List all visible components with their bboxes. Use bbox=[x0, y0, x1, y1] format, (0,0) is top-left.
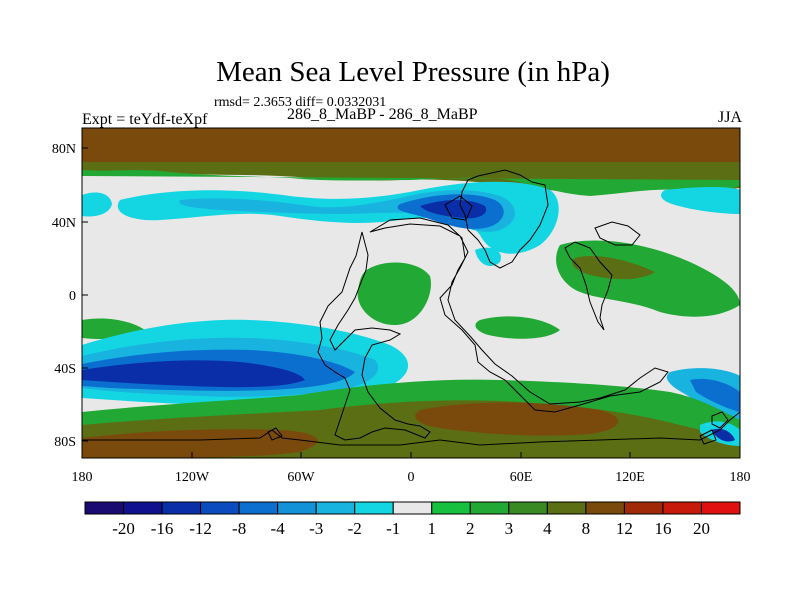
lat-tick-label: 0 bbox=[69, 289, 76, 304]
colorbar-label: 8 bbox=[582, 519, 591, 538]
lat-tick-label: 80S bbox=[54, 435, 76, 450]
lon-tick-label: 0 bbox=[408, 470, 415, 485]
colorbar-swatch bbox=[161, 501, 202, 515]
colorbar-label: 16 bbox=[654, 519, 671, 538]
lon-tick-label: 120W bbox=[175, 470, 210, 485]
south-high-west bbox=[82, 429, 318, 458]
colorbar-swatch bbox=[84, 501, 125, 515]
lat-tick-label: 40S bbox=[54, 362, 76, 377]
colorbar-swatch bbox=[238, 501, 279, 515]
plot-title: Mean Sea Level Pressure (in hPa) bbox=[216, 56, 610, 88]
west-low-patch bbox=[82, 192, 112, 217]
asia-high-core bbox=[572, 255, 655, 280]
stats-label: rmsd= 2.3653 diff= 0.0332031 bbox=[214, 95, 387, 110]
colorbar-label: 4 bbox=[543, 519, 552, 538]
colorbar-label: -20 bbox=[112, 519, 135, 538]
colorbar-swatch bbox=[200, 501, 240, 515]
colorbar-swatch bbox=[623, 501, 664, 515]
east-low-patch bbox=[660, 187, 740, 214]
colorbar-label: 1 bbox=[428, 519, 437, 538]
colorbar-label: -4 bbox=[271, 519, 286, 538]
colorbar-swatch bbox=[315, 501, 356, 515]
colorbar-swatch bbox=[469, 501, 510, 515]
lon-tick-labels: 180 120W 60W 0 60E 120E 180 bbox=[72, 470, 751, 485]
colorbar: -20 -16 -12 -8 -4 -3 -2 -1 1 2 3 4 8 12 16 20 bbox=[84, 501, 741, 538]
se-edge-core bbox=[712, 428, 735, 442]
colorbar-swatch bbox=[392, 501, 433, 515]
colorbar-label: -16 bbox=[151, 519, 174, 538]
colorbar-swatch bbox=[508, 501, 548, 515]
season-label: JJA bbox=[717, 109, 742, 126]
lon-tick-marks bbox=[81, 452, 741, 458]
colorbar-label: 2 bbox=[466, 519, 475, 538]
africa-high bbox=[357, 262, 431, 325]
colorbar-label: -12 bbox=[189, 519, 212, 538]
lon-tick-label: 180 bbox=[72, 470, 93, 485]
se-low-inner bbox=[690, 378, 740, 412]
colorbar-swatch bbox=[431, 501, 471, 515]
lon-tick-label: 60E bbox=[510, 470, 533, 485]
colorbar-label: -8 bbox=[232, 519, 246, 538]
pressure-field bbox=[82, 128, 740, 458]
lat-tick-label: 40N bbox=[52, 216, 76, 231]
colorbar-swatch bbox=[700, 501, 741, 515]
indian-high bbox=[475, 316, 560, 339]
coastlines bbox=[82, 169, 740, 446]
colorbar-label: 3 bbox=[505, 519, 514, 538]
north-high-band bbox=[82, 128, 740, 164]
lon-tick-label: 120E bbox=[615, 470, 645, 485]
colorbar-label: 12 bbox=[616, 519, 633, 538]
colorbar-swatch bbox=[354, 501, 394, 515]
colorbar-swatch bbox=[585, 501, 625, 515]
south-low-core bbox=[82, 360, 305, 388]
colorbar-label: -1 bbox=[386, 519, 400, 538]
colorbar-swatch bbox=[546, 501, 587, 515]
lat-tick-label: 80N bbox=[52, 142, 76, 157]
lon-tick-label: 180 bbox=[730, 470, 751, 485]
lat-tick-labels: 80N 40N 0 40S 80S bbox=[52, 142, 76, 450]
north-green-band bbox=[82, 170, 740, 196]
colorbar-swatch bbox=[277, 501, 317, 515]
lat-tick-marks bbox=[82, 147, 88, 442]
colorbar-label: 20 bbox=[693, 519, 710, 538]
colorbar-label: -2 bbox=[348, 519, 362, 538]
experiment-label: Expt = teYdf-teXpf bbox=[82, 111, 208, 128]
comparison-label: 286_8_MaBP - 286_8_MaBP bbox=[287, 106, 478, 123]
colorbar-swatch bbox=[123, 501, 163, 515]
colorbar-swatch bbox=[662, 501, 702, 515]
lon-tick-label: 60W bbox=[287, 470, 315, 485]
south-high-east bbox=[415, 402, 619, 436]
colorbar-label: -3 bbox=[309, 519, 323, 538]
